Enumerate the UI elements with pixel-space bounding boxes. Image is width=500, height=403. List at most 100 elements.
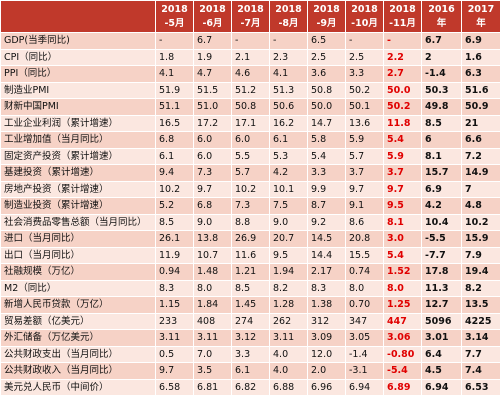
value-cell: 3.11: [269, 329, 308, 347]
value-cell: 2.5: [307, 48, 346, 66]
value-cell: 10.2: [155, 180, 194, 198]
value-cell: 14.7: [307, 114, 346, 132]
value-cell: 10.1: [269, 180, 308, 198]
value-cell: 9.1: [345, 197, 384, 215]
value-cell: 9.0: [269, 213, 308, 231]
value-cell: 8.1: [421, 147, 462, 165]
value-cell: 6.3: [461, 65, 500, 83]
value-cell: 1.21: [231, 263, 270, 281]
value-cell: 13.6: [345, 114, 384, 132]
latest-value-cell: -0.80: [383, 345, 422, 363]
value-cell: 21: [461, 114, 500, 132]
value-cell: 6.88: [269, 378, 308, 396]
value-cell: 16.2: [269, 114, 308, 132]
indicator-label: 出口（当月同比）: [0, 246, 156, 264]
value-cell: 15.5: [345, 246, 384, 264]
value-cell: 11.3: [421, 279, 462, 297]
latest-value-cell: 8.0: [383, 279, 422, 297]
latest-value-cell: 11.8: [383, 114, 422, 132]
value-cell: 1.94: [269, 263, 308, 281]
table-row: 外汇储备（万亿美元） 3.11 3.11 3.12 3.11 3.09 3.05 3.06 3.…: [0, 329, 500, 347]
value-cell: 10.4: [421, 213, 462, 231]
latest-value-cell: 5.4: [383, 246, 422, 264]
table-row: M2（同比） 8.3 8.0 8.5 8.2 8.3 8.0 8.0 11.3 8.2: [0, 279, 500, 297]
value-cell: 11.6: [231, 246, 270, 264]
value-cell: 51.9: [155, 81, 194, 99]
value-cell: 9.2: [307, 213, 346, 231]
table-row: 工业增加值（当月同比） 6.8 6.0 6.0 6.1 5.8 5.9 5.4 6 6.6: [0, 131, 500, 149]
value-cell: 10.7: [193, 246, 232, 264]
value-cell: 233: [155, 312, 194, 330]
value-cell: 3.5: [193, 362, 232, 380]
value-cell: 6.94: [421, 378, 462, 396]
value-cell: 8.8: [231, 213, 270, 231]
value-cell: 9.9: [307, 180, 346, 198]
value-cell: -5.5: [421, 230, 462, 248]
latest-value-cell: 6.89: [383, 378, 422, 396]
value-cell: 7.9: [461, 246, 500, 264]
value-cell: 16.5: [155, 114, 194, 132]
latest-value-cell: 3.06: [383, 329, 422, 347]
value-cell: 6.96: [307, 378, 346, 396]
value-cell: 8.3: [307, 279, 346, 297]
value-cell: 2.1: [231, 48, 270, 66]
latest-value-cell: 50.0: [383, 81, 422, 99]
indicator-label: 制造业PMI: [0, 81, 156, 99]
value-cell: 50.3: [421, 81, 462, 99]
latest-value-cell: 2.2: [383, 48, 422, 66]
indicator-label: 社会消费品零售总额（当月同比）: [0, 213, 156, 231]
indicator-label: 工业企业利润（累计增速）: [0, 114, 156, 132]
value-cell: 4.0: [269, 362, 308, 380]
value-cell: 9.7: [193, 180, 232, 198]
table-row: CPI（同比） 1.8 1.9 2.1 2.3 2.5 2.5 2.2 2 1.6: [0, 48, 500, 66]
value-cell: 7: [461, 180, 500, 198]
value-cell: 3.12: [231, 329, 270, 347]
table-body: GDP(当季同比) -6.7- -6.5- -6.7 6.9 CPI（同比） 1.8 1.9 2…: [0, 32, 500, 396]
value-cell: 274: [231, 312, 270, 330]
value-cell: 4.5: [421, 362, 462, 380]
value-cell: 347: [345, 312, 384, 330]
value-cell: 3.14: [461, 329, 500, 347]
value-cell: 5096: [421, 312, 462, 330]
value-cell: 8.2: [461, 279, 500, 297]
latest-value-cell: 3.7: [383, 164, 422, 182]
value-cell: 8.0: [193, 279, 232, 297]
column-header: 2018 -9月: [307, 0, 346, 33]
latest-value-cell: 5.4: [383, 131, 422, 149]
value-cell: 10.2: [231, 180, 270, 198]
value-cell: 2.3: [269, 48, 308, 66]
value-cell: 408: [193, 312, 232, 330]
value-cell: 2: [421, 48, 462, 66]
latest-value-cell: 9.7: [383, 180, 422, 198]
indicator-label: 外汇储备（万亿美元）: [0, 329, 156, 347]
column-header: 2018 -6月: [193, 0, 232, 33]
value-cell: 4.1: [269, 65, 308, 83]
value-cell: 51.5: [193, 81, 232, 99]
value-cell: 1.28: [269, 296, 308, 314]
indicator-label: 社融规模（万亿）: [0, 263, 156, 281]
table-row: GDP(当季同比) -6.7- -6.5- -6.7 6.9: [0, 32, 500, 50]
indicator-label: 美元兑人民币（中间价）: [0, 378, 156, 396]
value-cell: 50.9: [461, 98, 500, 116]
value-cell: 26.9: [231, 230, 270, 248]
value-cell: 7.4: [461, 362, 500, 380]
value-cell: 15.9: [461, 230, 500, 248]
value-cell: 10.2: [461, 213, 500, 231]
value-cell: 1.38: [307, 296, 346, 314]
value-cell: 3.3: [345, 65, 384, 83]
value-cell: 50.8: [307, 81, 346, 99]
value-cell: 262: [269, 312, 308, 330]
value-cell: 3.05: [345, 329, 384, 347]
value-cell: 3.3: [307, 164, 346, 182]
indicator-label: GDP(当季同比): [0, 32, 156, 50]
value-cell: 6.0: [231, 131, 270, 149]
value-cell: 13.8: [193, 230, 232, 248]
value-cell: 7.2: [461, 147, 500, 165]
value-cell: 312: [307, 312, 346, 330]
value-cell: 50.0: [307, 98, 346, 116]
value-cell: 17.1: [231, 114, 270, 132]
value-cell: 6.6: [461, 131, 500, 149]
table-row: 新增人民币贷款（万亿） 1.15 1.84 1.45 1.28 1.38 0.70 1.25 1…: [0, 296, 500, 314]
latest-value-cell: 2.7: [383, 65, 422, 83]
